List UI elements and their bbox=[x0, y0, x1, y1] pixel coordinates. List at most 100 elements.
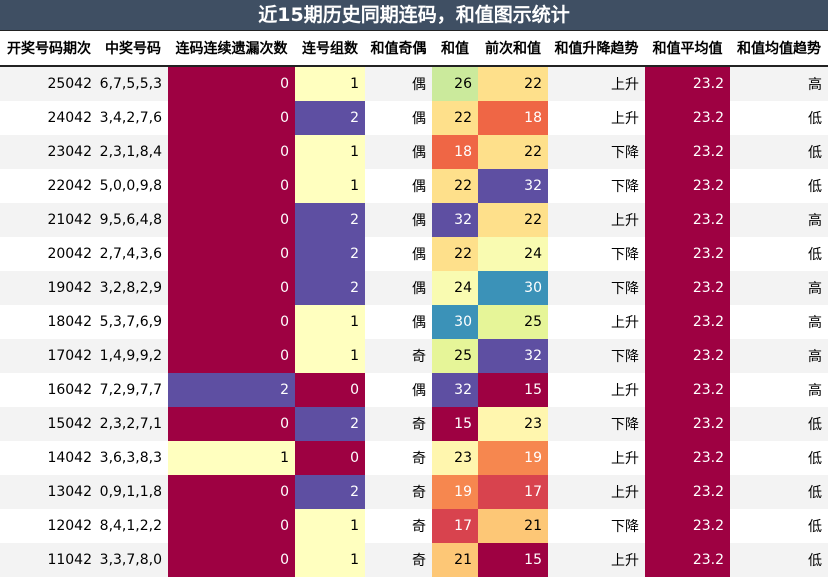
cell-numbers: 3,4,2,7,6 bbox=[98, 101, 168, 135]
cell-avg-trend: 低 bbox=[730, 169, 828, 203]
column-header[interactable]: 前次和值 bbox=[478, 31, 548, 67]
cell-sum: 18 bbox=[432, 135, 478, 169]
cell-parity: 奇 bbox=[365, 339, 432, 373]
cell-trend: 上升 bbox=[548, 543, 645, 577]
cell-prev: 22 bbox=[478, 66, 548, 101]
cell-avg: 23.2 bbox=[645, 441, 730, 475]
column-header[interactable]: 和值 bbox=[432, 31, 478, 67]
cell-groups: 1 bbox=[295, 339, 365, 373]
cell-avg-trend: 高 bbox=[730, 271, 828, 305]
cell-period: 18042 bbox=[0, 305, 98, 339]
cell-trend: 下降 bbox=[548, 509, 645, 543]
column-header[interactable]: 中奖号码 bbox=[98, 31, 168, 67]
cell-prev: 30 bbox=[478, 271, 548, 305]
cell-miss: 2 bbox=[168, 373, 295, 407]
cell-sum: 19 bbox=[432, 475, 478, 509]
cell-sum: 32 bbox=[432, 373, 478, 407]
cell-parity: 偶 bbox=[365, 305, 432, 339]
cell-parity: 奇 bbox=[365, 509, 432, 543]
cell-parity: 偶 bbox=[365, 66, 432, 101]
cell-miss: 1 bbox=[168, 441, 295, 475]
table-row: 13042 0,9,1,1,8 0 2 奇 19 17 上升 23.2 低 bbox=[0, 475, 828, 509]
cell-miss: 0 bbox=[168, 543, 295, 577]
cell-trend: 下降 bbox=[548, 135, 645, 169]
column-header[interactable]: 和值均值趋势 bbox=[730, 31, 828, 67]
cell-sum: 17 bbox=[432, 509, 478, 543]
cell-miss: 0 bbox=[168, 305, 295, 339]
cell-avg: 23.2 bbox=[645, 407, 730, 441]
cell-avg: 23.2 bbox=[645, 169, 730, 203]
cell-period: 14042 bbox=[0, 441, 98, 475]
cell-sum: 24 bbox=[432, 271, 478, 305]
table-row: 17042 1,4,9,9,2 0 1 奇 25 32 下降 23.2 高 bbox=[0, 339, 828, 373]
cell-avg-trend: 低 bbox=[730, 509, 828, 543]
cell-sum: 26 bbox=[432, 66, 478, 101]
cell-avg: 23.2 bbox=[645, 237, 730, 271]
cell-parity: 偶 bbox=[365, 373, 432, 407]
cell-prev: 25 bbox=[478, 305, 548, 339]
cell-miss: 0 bbox=[168, 169, 295, 203]
cell-parity: 奇 bbox=[365, 407, 432, 441]
cell-groups: 1 bbox=[295, 509, 365, 543]
page-title: 近15期历史同期连码，和值图示统计 bbox=[0, 0, 828, 31]
table-row: 22042 5,0,0,9,8 0 1 偶 22 32 下降 23.2 低 bbox=[0, 169, 828, 203]
table-row: 24042 3,4,2,7,6 0 2 偶 22 18 上升 23.2 低 bbox=[0, 101, 828, 135]
cell-numbers: 3,3,7,8,0 bbox=[98, 543, 168, 577]
cell-trend: 上升 bbox=[548, 441, 645, 475]
cell-miss: 0 bbox=[168, 339, 295, 373]
table-row: 18042 5,3,7,6,9 0 1 偶 30 25 上升 23.2 高 bbox=[0, 305, 828, 339]
cell-trend: 上升 bbox=[548, 101, 645, 135]
cell-miss: 0 bbox=[168, 271, 295, 305]
cell-numbers: 3,6,3,8,3 bbox=[98, 441, 168, 475]
column-header[interactable]: 连码连续遗漏次数 bbox=[168, 31, 295, 67]
column-header[interactable]: 和值平均值 bbox=[645, 31, 730, 67]
stats-table: 开奖号码期次 中奖号码 连码连续遗漏次数 连号组数 和值奇偶 和值 前次和值 和值升降趋势 和值… bbox=[0, 31, 828, 577]
cell-avg: 23.2 bbox=[645, 135, 730, 169]
cell-sum: 23 bbox=[432, 441, 478, 475]
cell-avg-trend: 高 bbox=[730, 373, 828, 407]
cell-miss: 0 bbox=[168, 135, 295, 169]
cell-period: 19042 bbox=[0, 271, 98, 305]
cell-numbers: 7,2,9,7,7 bbox=[98, 373, 168, 407]
column-header[interactable]: 和值升降趋势 bbox=[548, 31, 645, 67]
cell-avg-trend: 低 bbox=[730, 475, 828, 509]
cell-sum: 32 bbox=[432, 203, 478, 237]
cell-avg-trend: 低 bbox=[730, 101, 828, 135]
cell-groups: 2 bbox=[295, 271, 365, 305]
cell-miss: 0 bbox=[168, 66, 295, 101]
column-header[interactable]: 连号组数 bbox=[295, 31, 365, 67]
cell-avg-trend: 低 bbox=[730, 441, 828, 475]
cell-sum: 21 bbox=[432, 543, 478, 577]
cell-parity: 偶 bbox=[365, 237, 432, 271]
cell-avg-trend: 低 bbox=[730, 135, 828, 169]
cell-trend: 下降 bbox=[548, 237, 645, 271]
table-row: 21042 9,5,6,4,8 0 2 偶 32 22 上升 23.2 高 bbox=[0, 203, 828, 237]
cell-parity: 奇 bbox=[365, 475, 432, 509]
cell-parity: 偶 bbox=[365, 203, 432, 237]
cell-numbers: 2,3,2,7,1 bbox=[98, 407, 168, 441]
cell-avg-trend: 低 bbox=[730, 237, 828, 271]
cell-period: 21042 bbox=[0, 203, 98, 237]
cell-period: 15042 bbox=[0, 407, 98, 441]
cell-groups: 0 bbox=[295, 441, 365, 475]
cell-avg: 23.2 bbox=[645, 101, 730, 135]
cell-avg: 23.2 bbox=[645, 475, 730, 509]
cell-numbers: 5,0,0,9,8 bbox=[98, 169, 168, 203]
cell-avg: 23.2 bbox=[645, 305, 730, 339]
column-header[interactable]: 开奖号码期次 bbox=[0, 31, 98, 67]
table-row: 11042 3,3,7,8,0 0 1 奇 21 15 上升 23.2 低 bbox=[0, 543, 828, 577]
cell-prev: 22 bbox=[478, 203, 548, 237]
table-row: 14042 3,6,3,8,3 1 0 奇 23 19 上升 23.2 低 bbox=[0, 441, 828, 475]
cell-groups: 1 bbox=[295, 135, 365, 169]
column-header[interactable]: 和值奇偶 bbox=[365, 31, 432, 67]
cell-period: 12042 bbox=[0, 509, 98, 543]
cell-numbers: 6,7,5,5,3 bbox=[98, 66, 168, 101]
cell-avg: 23.2 bbox=[645, 203, 730, 237]
cell-parity: 偶 bbox=[365, 101, 432, 135]
cell-groups: 2 bbox=[295, 407, 365, 441]
cell-groups: 2 bbox=[295, 203, 365, 237]
table-row: 15042 2,3,2,7,1 0 2 奇 15 23 下降 23.2 低 bbox=[0, 407, 828, 441]
cell-groups: 2 bbox=[295, 475, 365, 509]
cell-avg: 23.2 bbox=[645, 509, 730, 543]
table-row: 25042 6,7,5,5,3 0 1 偶 26 22 上升 23.2 高 bbox=[0, 66, 828, 101]
